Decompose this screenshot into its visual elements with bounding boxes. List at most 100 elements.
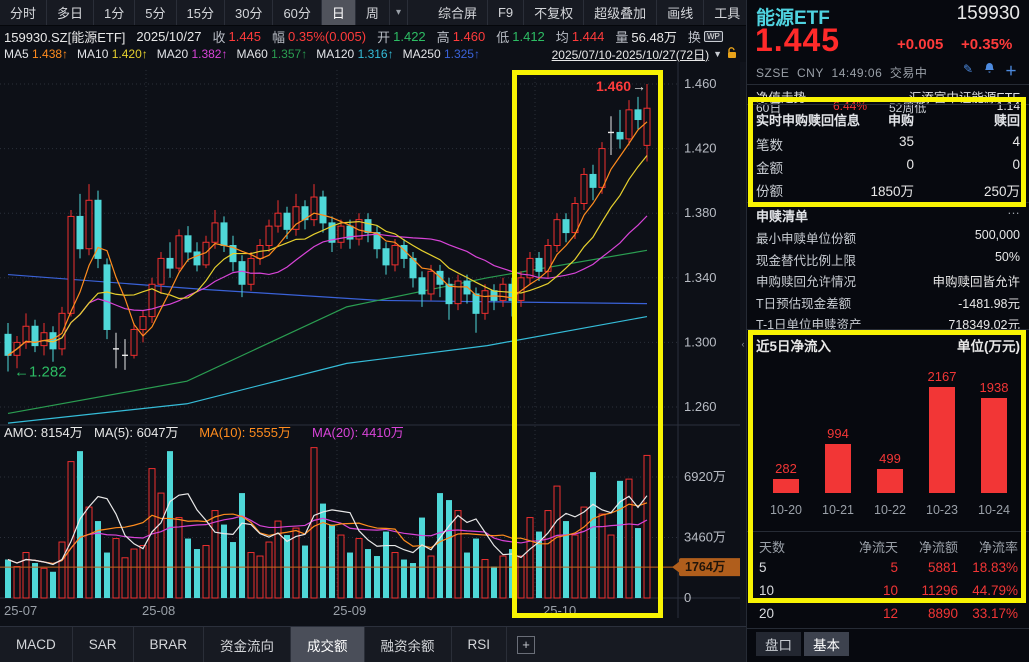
svg-text:1.460: 1.460 [596, 78, 631, 94]
period-30min[interactable]: 30分 [225, 0, 274, 25]
net-inflow-bar [877, 469, 903, 493]
symbol-label[interactable]: 159930.SZ[能源ETF] [4, 29, 126, 45]
svg-text:1.460: 1.460 [684, 76, 717, 91]
svg-text:1.340: 1.340 [684, 270, 717, 285]
super-overlay[interactable]: 超级叠加 [584, 0, 658, 25]
wp-badge-icon[interactable]: WP [703, 30, 723, 42]
redeem-row-value: 50% [994, 249, 1020, 264]
composite-screen[interactable]: 综合屏 [428, 0, 488, 25]
alert-bell-icon[interactable] [984, 62, 995, 77]
tab-turnover[interactable]: 成交额 [291, 627, 365, 662]
flow-table-cell: 5881 [927, 560, 958, 575]
flow-table-header-cell: 净流天 [858, 540, 898, 555]
divider [747, 628, 1029, 629]
svg-text:→: → [632, 78, 646, 94]
svg-text:25-09: 25-09 [333, 603, 366, 618]
sub-row-subscribe-value: 35 [898, 134, 914, 149]
flow-table-cell: 10 [882, 583, 898, 598]
svg-text:6920万: 6920万 [684, 469, 726, 484]
net-inflow-unit: 单位(万元) [957, 339, 1020, 354]
net-inflow-bar-date: 10-21 [822, 503, 854, 517]
stat-52wlow-value: 1.14 [996, 99, 1020, 113]
tab-jiben[interactable]: 基本 [804, 632, 849, 656]
tab-moneyflow[interactable]: 资金流向 [204, 627, 292, 662]
quote-field-收: 收 1.445 [212, 28, 262, 45]
lock-icon[interactable] [726, 46, 738, 62]
flow-table-header-cell: 天数 [759, 540, 786, 555]
svg-text:←1.282: ←1.282 [14, 363, 67, 380]
quote-meta: SZSE CNY 14:49:06 交易中 [756, 66, 928, 80]
quote-field-幅: 幅 0.35%(0.005) [272, 28, 367, 45]
draw-line[interactable]: 画线 [657, 0, 705, 25]
net-inflow-bar [929, 387, 955, 493]
flow-table-cell: 8890 [927, 606, 958, 621]
period-5min[interactable]: 5分 [135, 0, 177, 25]
svg-text:AMO: 8154万: AMO: 8154万 [4, 425, 83, 440]
tab-margin[interactable]: 融资余额 [365, 627, 452, 662]
flow-table-cell: 44.79% [972, 583, 1018, 598]
flow-table-cell: 11296 [921, 583, 958, 598]
tab-pankou[interactable]: 盘口 [756, 632, 801, 656]
tools[interactable]: 工具 [704, 0, 752, 25]
divider [747, 531, 1029, 532]
net-inflow-bar-date: 10-20 [770, 503, 802, 517]
edit-pencil-icon[interactable]: ✎ [962, 62, 973, 76]
period-fenshi[interactable]: 分时 [0, 0, 48, 25]
sub-row-redeem-value: 0 [1012, 157, 1020, 172]
net-inflow-bar-date: 10-22 [874, 503, 906, 517]
quote-field-低: 低 1.412 [496, 28, 545, 45]
flow-table-cell: 5 [759, 560, 767, 575]
net-inflow-title: 近5日净流入 [756, 339, 832, 354]
tab-brar[interactable]: BRAR [134, 627, 205, 662]
sub-row-subscribe-value: 0 [906, 157, 914, 172]
no-adjust[interactable]: 不复权 [524, 0, 585, 25]
flow-table-cell: 10 [759, 583, 775, 598]
period-1min[interactable]: 1分 [94, 0, 136, 25]
panel-splitter[interactable]: ‹ [740, 62, 746, 626]
svg-text:MA(5): 6047万: MA(5): 6047万 [94, 425, 179, 440]
stat-60d-value: 6.44% [833, 99, 868, 113]
redeem-row-value: 500,000 [974, 228, 1020, 242]
ma-legend-ma250: MA250 1.325↑ [402, 47, 480, 61]
period-15min[interactable]: 15分 [177, 0, 225, 25]
svg-text:1764万: 1764万 [685, 560, 725, 574]
redeem-row-label: 申购赎回允许情况 [756, 275, 857, 289]
flow-table-header-cell: 净流率 [978, 540, 1018, 555]
add-watch-plus-icon[interactable]: ＋ [1004, 64, 1017, 78]
redeem-row-label: T-1日单位申赎资产 [756, 318, 862, 332]
quote-date: 2025/10/27 [136, 28, 202, 44]
redeem-row-label: T日预估现金差额 [756, 296, 852, 311]
toolbar-spacer [408, 0, 428, 25]
add-indicator-button[interactable]: + [517, 635, 536, 654]
divider [747, 104, 1029, 105]
period-60min[interactable]: 60分 [273, 0, 322, 25]
svg-text:1.420: 1.420 [684, 141, 717, 156]
tab-sar[interactable]: SAR [73, 627, 134, 662]
sub-row-redeem-value: 250万 [983, 184, 1020, 199]
redeem-list-more-button[interactable]: … [1007, 202, 1020, 217]
period-duori[interactable]: 多日 [47, 0, 95, 25]
net-inflow-bar-date: 10-24 [978, 503, 1010, 517]
f9[interactable]: F9 [488, 0, 525, 25]
divider [747, 329, 1029, 330]
tab-macd[interactable]: MACD [0, 627, 73, 662]
period-day[interactable]: 日 [321, 0, 356, 25]
date-range-caret-icon[interactable]: ▼ [713, 49, 722, 59]
date-range-label[interactable]: 2025/07/10-2025/10/27(72日) [551, 47, 710, 62]
svg-text:1.380: 1.380 [684, 205, 717, 220]
sub-row-subscribe-value: 1850万 [870, 184, 914, 199]
right-panel: 能源ETF 159930 1.445 +0.005 +0.35% SZSE CN… [746, 0, 1029, 662]
date-range-control[interactable]: 2025/07/10-2025/10/27(72日) ▼ [552, 46, 738, 63]
trading-status: 交易中 [889, 66, 928, 80]
period-dropdown-caret[interactable]: ▾ [390, 0, 408, 25]
tab-rsi[interactable]: RSI [452, 627, 508, 662]
sub-row-label: 金额 [756, 161, 783, 176]
etf-code: 159930 [956, 3, 1020, 24]
period-week[interactable]: 周 [356, 0, 390, 25]
subscribe-table-title: 实时申购赎回信息 [756, 113, 861, 128]
kline-chart[interactable]: ←1.282 1.460 → 1.460 1.420 1.380 1.340 1.300 1.2… [0, 62, 746, 626]
redeem-row-value: 718349.02元 [948, 318, 1020, 332]
svg-text:1.300: 1.300 [684, 334, 717, 349]
sub-row-label: 份额 [756, 184, 783, 199]
